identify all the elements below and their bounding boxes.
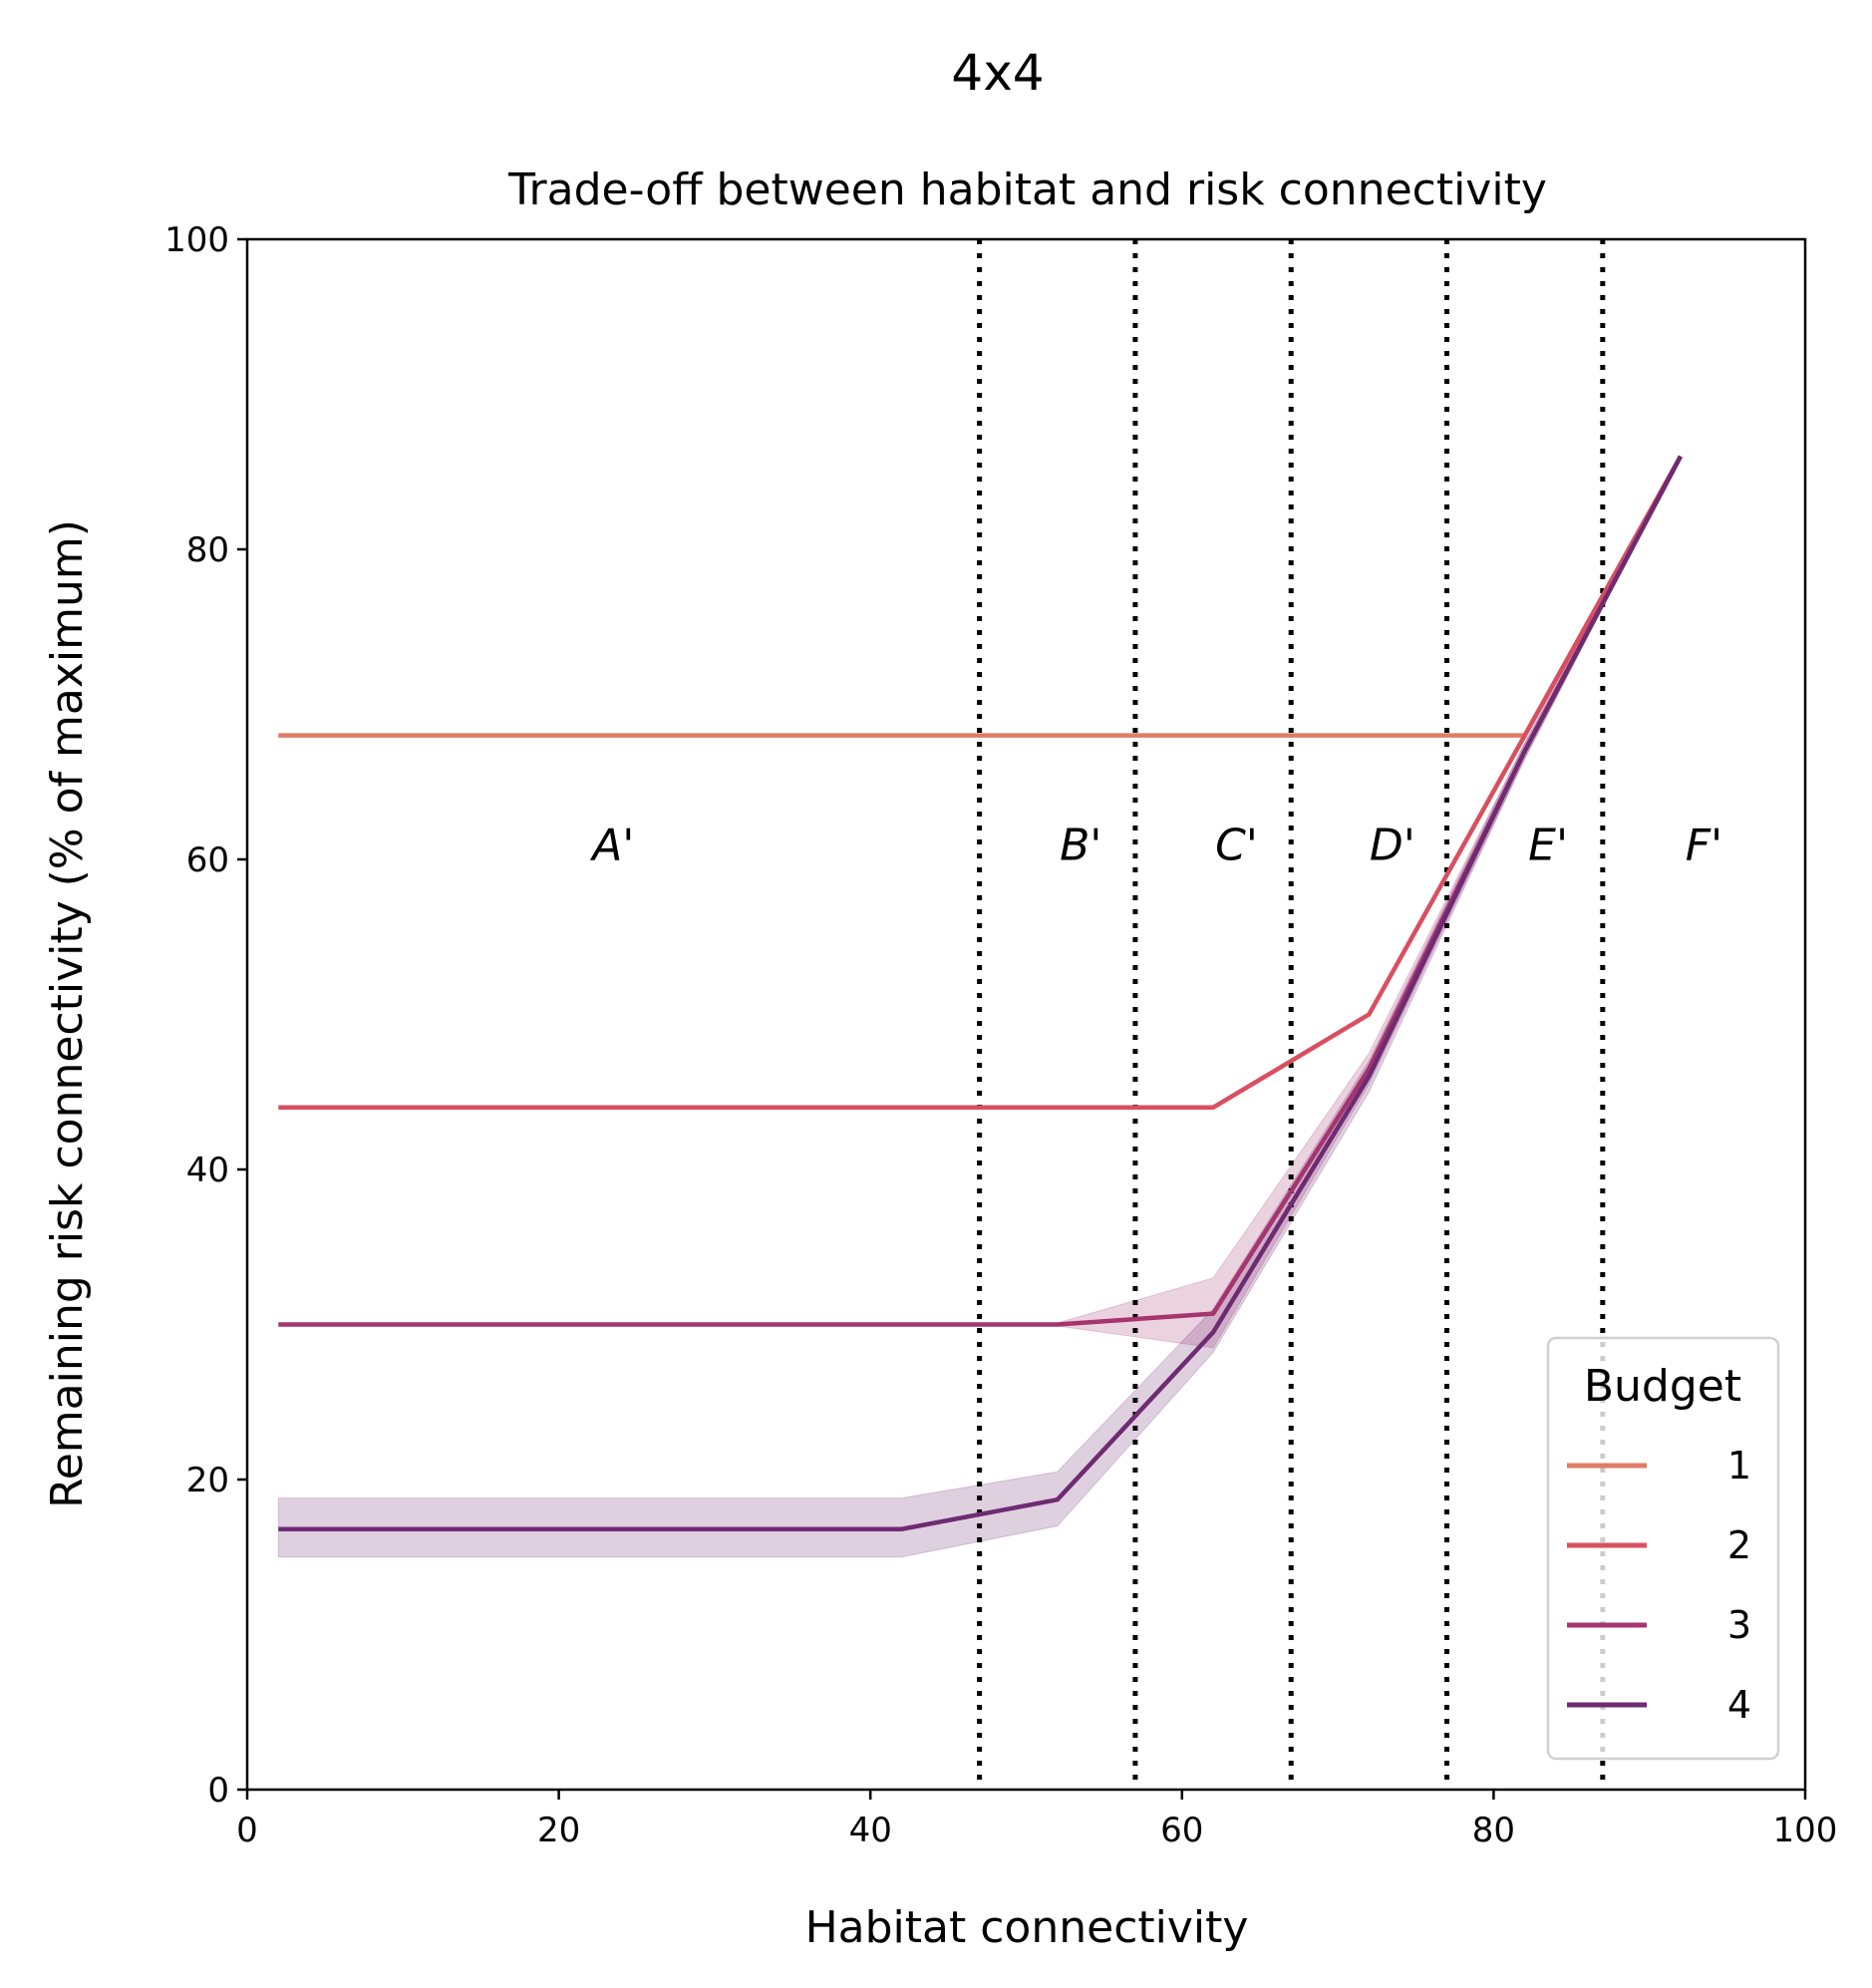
x-tick-label: 60	[1160, 1811, 1203, 1850]
region-label: A'	[589, 820, 634, 870]
series-2-line	[278, 455, 1683, 1111]
region-label: C'	[1215, 820, 1258, 870]
x-tick-label: 20	[537, 1811, 580, 1850]
region-label: D'	[1370, 820, 1415, 870]
legend-title: Budget	[1584, 1361, 1741, 1412]
region-label: B'	[1060, 820, 1101, 870]
region-label: F'	[1686, 820, 1722, 870]
legend-label-2: 2	[1727, 1523, 1751, 1567]
x-tick-label: 100	[1773, 1811, 1838, 1850]
y-tick-label: 40	[186, 1151, 229, 1190]
legend-label-4: 4	[1727, 1683, 1751, 1727]
x-axis: 0 20 40 60 80 100	[236, 1790, 1837, 1850]
y-axis-label: Remaining risk connectivity (% of maximu…	[42, 519, 93, 1508]
legend-label-1: 1	[1727, 1444, 1751, 1488]
x-tick-label: 80	[1472, 1811, 1515, 1850]
series-4-line	[278, 455, 1683, 1532]
chart-suptitle: 4x4	[951, 44, 1044, 102]
y-tick-label: 60	[186, 840, 229, 880]
legend: Budget 1 2 3 4	[1546, 1336, 1780, 1761]
y-axis: 0 20 40 60 80 100	[164, 220, 247, 1811]
series-1-line	[278, 455, 1683, 738]
y-tick-label: 100	[164, 220, 229, 260]
legend-label-3: 3	[1727, 1603, 1751, 1647]
y-tick-label: 20	[186, 1461, 229, 1500]
axes-frame	[245, 237, 1807, 1792]
region-label: E'	[1528, 820, 1568, 870]
x-tick-label: 40	[849, 1811, 892, 1850]
x-tick-label: 0	[236, 1811, 258, 1850]
plot-area: A' B' C' D' E' F'	[277, 239, 1722, 1790]
x-axis-label: Habitat connectivity	[805, 1902, 1249, 1953]
legend-box	[1546, 1336, 1780, 1761]
series-4-band	[277, 456, 1682, 1558]
y-tick-label: 80	[186, 530, 229, 570]
y-tick-label: 0	[207, 1771, 229, 1811]
series-3-line	[278, 455, 1683, 1327]
chart-title: Trade-off between habitat and risk conne…	[507, 165, 1547, 215]
